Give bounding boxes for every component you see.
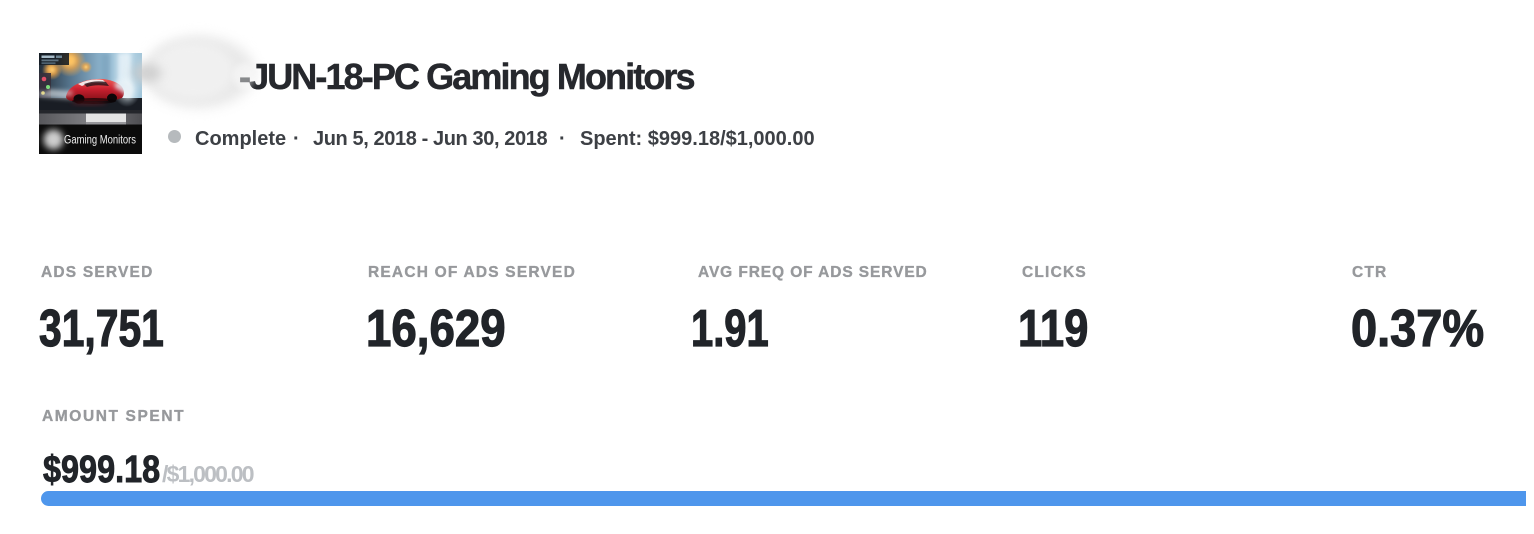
svg-text:Gaming Monitors: Gaming Monitors: [64, 135, 136, 147]
